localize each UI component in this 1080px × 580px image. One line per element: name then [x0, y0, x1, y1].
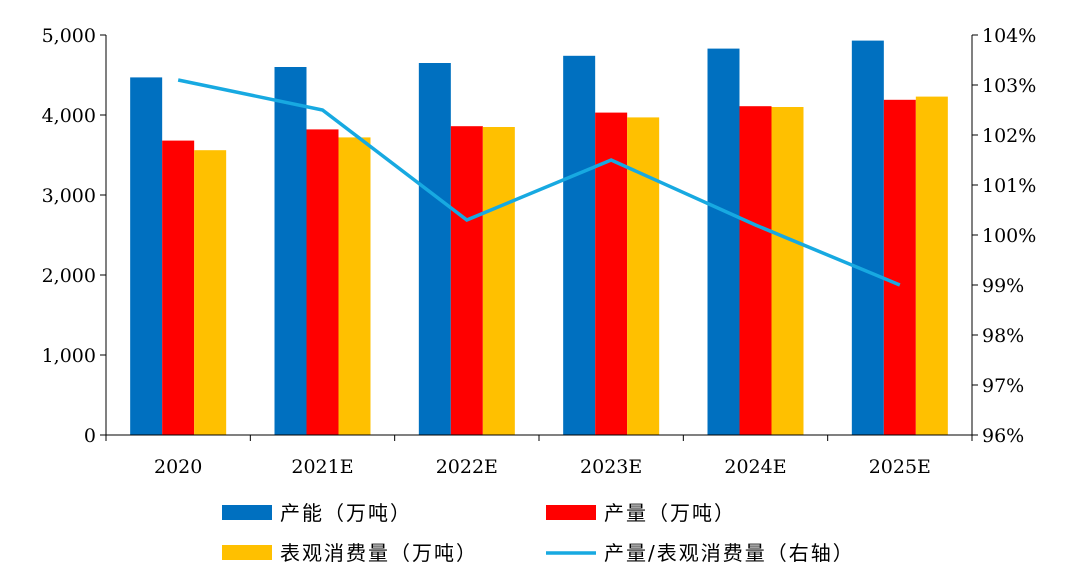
right-tick-label: 98% — [982, 325, 1024, 347]
x-tick-label: 2023E — [580, 456, 642, 478]
right-axis-ticks: 96% 97% 98% 99% 100% 101% 102% 103% 104% — [972, 25, 1036, 447]
left-tick-label: 5,000 — [42, 25, 96, 47]
right-tick-label: 96% — [982, 425, 1024, 447]
left-tick-label: 2,000 — [42, 265, 96, 287]
bar-consumption-0 — [194, 150, 227, 435]
x-tick-label: 2024E — [724, 456, 786, 478]
right-tick-label: 103% — [982, 75, 1036, 97]
left-tick-label: 0 — [84, 425, 96, 447]
legend-label-3: 产量/表观消费量（右轴） — [604, 541, 855, 565]
legend: 产能（万吨） 产量（万吨） 表观消费量（万吨） 产量/表观消费量（右轴） — [222, 501, 855, 565]
bar-output-5 — [883, 99, 916, 436]
axes-layer — [105, 35, 973, 436]
x-axis-ticks: 2020 2021E 2022E 2023E 2024E 2025E — [105, 435, 973, 478]
right-tick-label: 99% — [982, 275, 1024, 297]
x-tick-label: 2022E — [436, 456, 498, 478]
x-tick-label: 2021E — [291, 456, 353, 478]
bar-capacity-4 — [707, 48, 740, 435]
left-axis-ticks: 0 1,000 2,000 3,000 4,000 5,000 — [42, 25, 106, 447]
ratio-line-layer — [177, 78, 901, 287]
legend-label-2: 表观消费量（万吨） — [280, 541, 478, 565]
right-tick-label: 101% — [982, 175, 1036, 197]
left-tick-label: 3,000 — [42, 185, 96, 207]
right-tick-label: 104% — [982, 25, 1036, 47]
right-tick-label: 100% — [982, 225, 1036, 247]
bar-consumption-2 — [482, 127, 515, 435]
legend-swatch-2 — [222, 545, 272, 560]
bar-capacity-0 — [130, 77, 163, 436]
x-tick-label: 2025E — [869, 456, 931, 478]
bar-output-4 — [739, 106, 772, 435]
bar-capacity-5 — [851, 40, 884, 435]
bars-layer — [130, 40, 948, 436]
x-tick-label: 2020 — [154, 456, 202, 478]
bar-consumption-4 — [771, 107, 804, 435]
bar-output-2 — [450, 126, 483, 435]
bar-capacity-2 — [418, 63, 451, 435]
ratio-line — [177, 78, 901, 287]
bar-output-1 — [306, 129, 339, 435]
bar-consumption-3 — [627, 117, 660, 436]
bar-output-0 — [162, 140, 195, 435]
left-tick-label: 4,000 — [42, 105, 96, 127]
bar-consumption-1 — [338, 137, 371, 435]
legend-label-1: 产量（万吨） — [604, 501, 736, 525]
right-tick-label: 102% — [982, 125, 1036, 147]
bar-capacity-3 — [563, 55, 596, 436]
left-tick-label: 1,000 — [42, 345, 96, 367]
right-tick-label: 97% — [982, 375, 1024, 397]
bar-capacity-1 — [274, 67, 307, 435]
bar-consumption-5 — [915, 96, 948, 435]
legend-label-0: 产能（万吨） — [280, 501, 412, 525]
legend-swatch-1 — [546, 505, 596, 520]
legend-swatch-0 — [222, 505, 272, 520]
